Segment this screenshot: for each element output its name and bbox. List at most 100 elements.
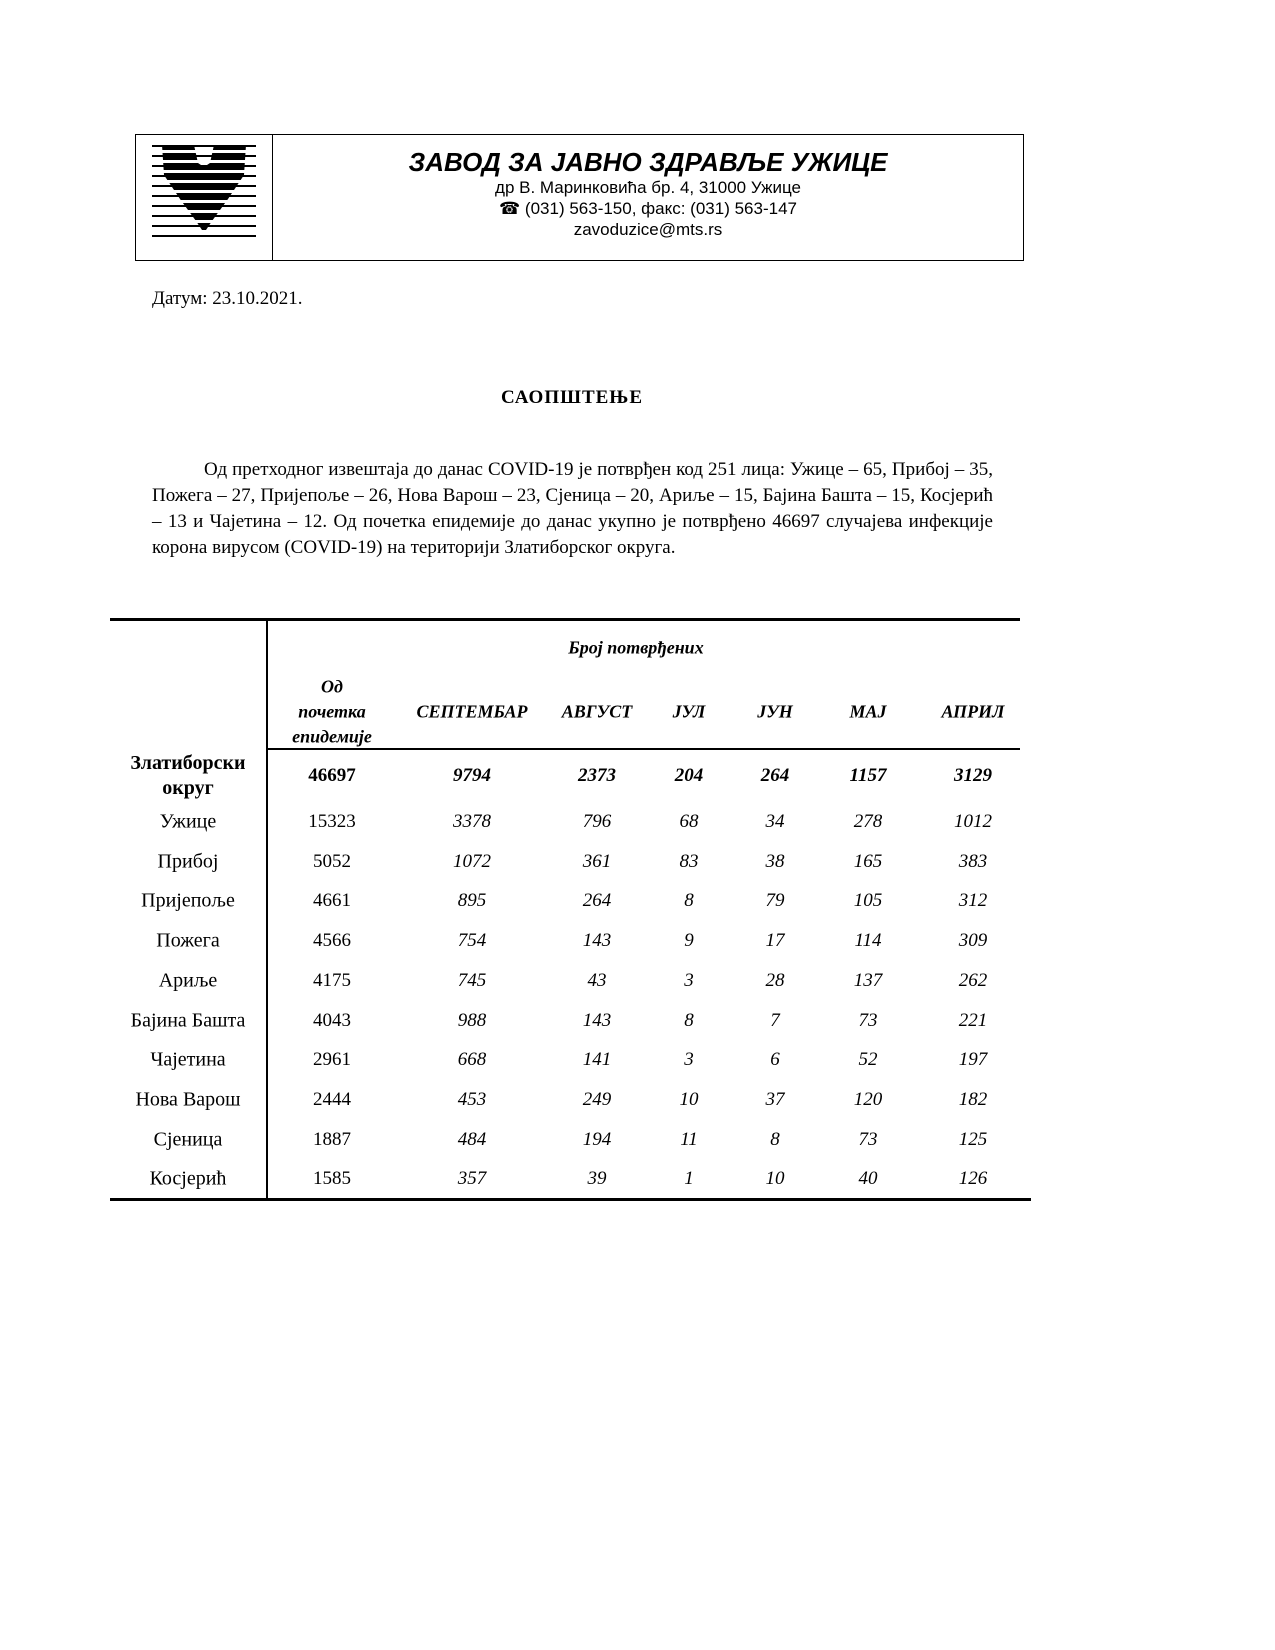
table-cell: 309 — [958, 930, 988, 952]
table-cell: 264 — [582, 890, 612, 912]
row-name: Пријепоље — [141, 889, 235, 912]
institute-logo — [152, 145, 256, 237]
table-cell: 52 — [858, 1049, 878, 1071]
table-cell: 668 — [457, 1049, 487, 1071]
row-name: Косјерић — [149, 1167, 227, 1190]
table-cell: 453 — [457, 1088, 487, 1110]
row-name: Ужице — [159, 810, 217, 833]
table-cell: 40 — [858, 1168, 878, 1190]
table-cell: 10 — [679, 1088, 699, 1110]
total-cell: 1157 — [849, 765, 887, 786]
organization-phone: ☎ (031) 563-150, факс: (031) 563-147 — [273, 199, 1023, 219]
table-cell: 197 — [958, 1049, 988, 1071]
row-name: Бајина Башта — [130, 1009, 246, 1031]
row-name: Чајетина — [150, 1048, 226, 1071]
row-name-total: Златиборски округ — [130, 752, 246, 799]
row-name: Сјеница — [153, 1128, 223, 1151]
table-cell: 278 — [853, 811, 883, 832]
table-cell: 1 — [684, 1168, 694, 1190]
table-cell: 9 — [684, 930, 694, 952]
table-cell: 34 — [765, 811, 785, 832]
table-cell: 120 — [853, 1088, 883, 1110]
table-cell: 895 — [457, 890, 487, 912]
document-title: САОПШТЕЊЕ — [500, 387, 644, 408]
table-cell: 143 — [582, 1009, 612, 1031]
table-cell: 79 — [765, 890, 785, 912]
table-cell: 357 — [457, 1168, 487, 1190]
column-header: ЈУЛ — [672, 701, 706, 722]
table-cell: 10 — [765, 1168, 785, 1190]
column-header: Од почетка епидемије — [292, 676, 372, 747]
table-cell: 73 — [858, 1128, 878, 1150]
table-cell: 745 — [457, 969, 487, 991]
table-bottom-rule — [110, 1198, 1031, 1201]
table-cell: 4043 — [313, 1009, 351, 1031]
document-date: Датум: 23.10.2021. — [152, 288, 303, 309]
table-cell: 3378 — [453, 811, 491, 832]
table-cell: 796 — [582, 811, 612, 832]
table-cell: 141 — [582, 1049, 612, 1071]
table-cell: 38 — [765, 850, 785, 872]
table-cell: 1887 — [313, 1128, 351, 1150]
table-cell: 988 — [457, 1009, 487, 1031]
organization-name: ЗАВОД ЗА ЈАВНО ЗДРАВЉЕ УЖИЦЕ — [408, 147, 888, 177]
table-cell: 2444 — [313, 1088, 351, 1110]
table-cell: 8 — [770, 1128, 780, 1150]
column-header: СЕПТЕМБАР — [416, 701, 528, 722]
table-column-divider — [266, 618, 268, 1200]
table-header-rule — [266, 748, 1020, 750]
table-cell: 126 — [958, 1168, 988, 1190]
column-header: АВГУСТ — [561, 701, 633, 722]
organization-email: zavoduzice@mts.rs — [573, 220, 723, 239]
table-cell: 6 — [770, 1049, 780, 1071]
table-cell: 3 — [684, 969, 694, 991]
row-name: Нова Варош — [135, 1088, 241, 1111]
table-cell: 2961 — [313, 1049, 351, 1071]
organization-address: др В. Маринковића бр. 4, 31000 Ужице — [495, 178, 801, 197]
total-cell: 46697 — [308, 765, 356, 786]
table-cell: 221 — [958, 1009, 988, 1031]
table-cell: 8 — [684, 1009, 694, 1031]
table-cell: 262 — [958, 969, 988, 991]
table-cell: 73 — [858, 1009, 878, 1031]
table-cell: 68 — [679, 811, 699, 832]
letterhead: ЗАВОД ЗА ЈАВНО ЗДРАВЉЕ УЖИЦЕ др В. Марин… — [135, 134, 1024, 261]
column-header: АПРИЛ — [941, 701, 1005, 722]
table-cell: 28 — [765, 969, 785, 991]
table-cell: 37 — [765, 1088, 785, 1110]
letterhead-divider — [272, 135, 273, 260]
phone-text: (031) 563-150, факс: (031) 563-147 — [524, 199, 797, 218]
table-cell: 15323 — [308, 811, 356, 832]
table-cell: 3 — [684, 1049, 694, 1071]
table-cell: 11 — [680, 1128, 698, 1150]
row-name: Прибој — [157, 850, 219, 873]
table-cell: 1012 — [954, 811, 992, 832]
table-cell: 8 — [684, 890, 694, 912]
table-cell: 361 — [582, 850, 612, 872]
table-cell: 114 — [854, 930, 882, 952]
table-cell: 484 — [457, 1128, 487, 1150]
table-cell: 1585 — [313, 1168, 351, 1190]
table-cell: 754 — [457, 930, 487, 952]
total-cell: 9794 — [453, 765, 491, 786]
total-cell: 264 — [760, 765, 790, 786]
table-cell: 165 — [853, 850, 883, 872]
table-cell: 312 — [958, 890, 988, 912]
table-cell: 105 — [853, 890, 883, 912]
total-cell: 3129 — [954, 765, 992, 786]
table-cell: 43 — [587, 969, 607, 991]
row-name: Ариље — [158, 969, 218, 992]
table-top-rule — [110, 618, 1020, 621]
table-cell: 1072 — [453, 850, 491, 872]
table-cell: 5052 — [313, 850, 351, 872]
group-header: Број потврђених — [568, 637, 704, 658]
table-cell: 39 — [587, 1168, 607, 1190]
cases-table: Број потврђених Од почетка епидемије СЕПТЕ… — [110, 618, 1031, 1202]
table-cell: 137 — [853, 969, 883, 991]
table-cell: 4661 — [313, 890, 351, 912]
table-cell: 7 — [770, 1009, 780, 1031]
table-cell: 4566 — [313, 930, 351, 952]
table-cell: 182 — [958, 1088, 988, 1110]
table-cell: 83 — [679, 850, 699, 872]
table-cell: 143 — [582, 930, 612, 952]
